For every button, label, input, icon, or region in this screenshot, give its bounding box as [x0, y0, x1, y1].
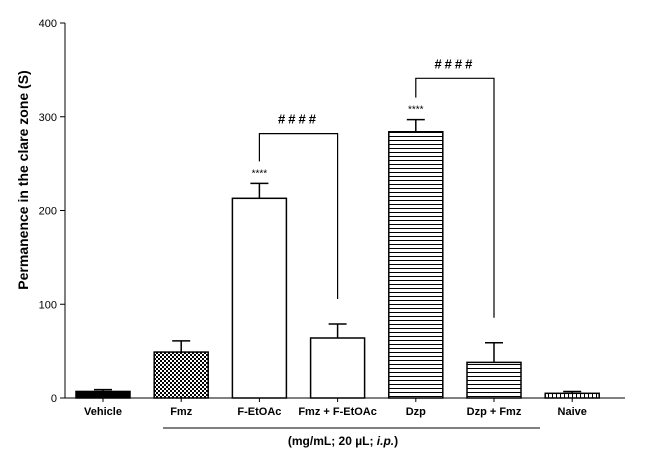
significance-stars: ****	[252, 168, 268, 179]
x-tick-label: Vehicle	[84, 406, 122, 418]
comparison-bracket	[258, 133, 339, 299]
bar	[388, 131, 444, 399]
x-tick-label: Naive	[558, 406, 587, 418]
y-tick-label: 100	[39, 299, 57, 311]
comparison-bracket	[415, 77, 495, 318]
y-tick-label: 300	[39, 112, 57, 124]
x-tick-label: Fmz	[170, 406, 193, 418]
y-axis-label: Permanence in the clare zone (S)	[15, 70, 31, 289]
y-tick-label: 200	[39, 206, 57, 218]
bar	[466, 361, 522, 399]
bracket-label: ####	[434, 56, 475, 71]
bar	[75, 390, 131, 399]
x-tick-label: Dzp	[406, 406, 426, 418]
chart-annotations: **** **** #### ####	[252, 56, 495, 318]
x-tick-label: F-EtOAc	[237, 406, 281, 418]
bar	[309, 337, 366, 399]
y-tick-label: 0	[51, 393, 57, 405]
significance-stars: ****	[408, 105, 424, 116]
bar	[544, 392, 600, 399]
bracket-label: ####	[278, 112, 319, 127]
x-tick-label: Fmz + F-EtOAc	[298, 406, 377, 418]
bar	[153, 351, 209, 399]
bar	[231, 197, 288, 399]
chart-bars	[75, 118, 600, 399]
x-tick-label: Dzp + Fmz	[467, 406, 522, 418]
chart-axes: 0 100 200 300 400 Vehicle Fmz F-EtOAc Fmz + F-Et…	[39, 18, 625, 418]
y-tick-label: 400	[39, 18, 57, 30]
x-axis-caption: (mg/mL; 20 µL; i.p.)	[288, 434, 398, 448]
